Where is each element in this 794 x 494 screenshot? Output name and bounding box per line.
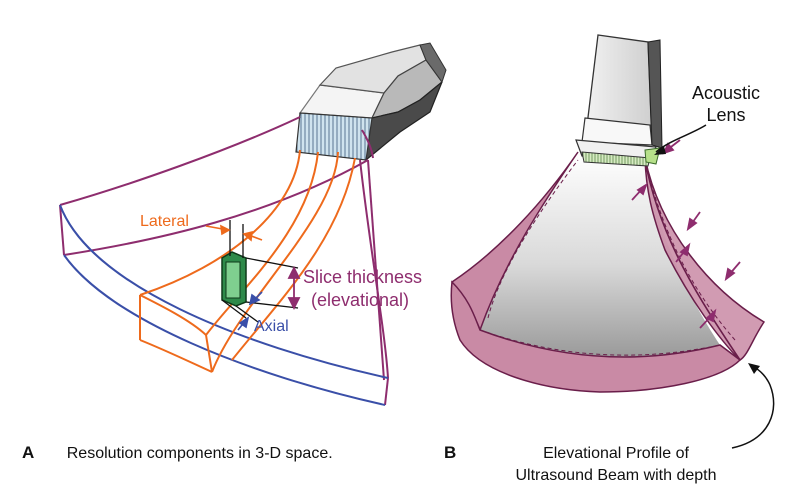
lateral-arrow (205, 224, 263, 242)
elevational-profile-leader (731, 365, 775, 449)
panel-b-letter-wrap: B (444, 443, 456, 463)
acoustic-lens-label-line1: Acoustic (692, 83, 760, 103)
beam-edge-front (644, 159, 741, 361)
transducer-probe-b (575, 34, 663, 167)
axial-arrow (237, 291, 263, 331)
panel-a-diagram: Lateral Axial Slice thickness (elevation… (59, 42, 447, 406)
elevational-label: (elevational) (311, 290, 409, 310)
panel-a-caption: A Resolution components in 3-D space. (22, 443, 333, 463)
slice-thickness-label: Slice thickness (303, 267, 422, 287)
panel-b-letter: B (444, 443, 457, 462)
acoustic-lens-leader (655, 124, 707, 153)
dimension-lines (221, 220, 299, 323)
axial-label: Axial (254, 318, 289, 335)
beam-hidden-edges (479, 159, 736, 356)
resolution-voxel (221, 251, 247, 307)
panel-b-caption-line2: Ultrasound Beam with depth (515, 467, 717, 484)
acoustic-lens-arrowhead (654, 146, 666, 155)
axial-depth-arc (59, 204, 389, 406)
elevational-arrows (631, 139, 741, 329)
elevational-profile-arrowhead (748, 363, 760, 374)
acoustic-lens-label-line2: Lens (706, 105, 745, 125)
panel-a-letter: A (22, 443, 35, 462)
beam-fan (480, 152, 720, 357)
panel-b-caption-line1: Elevational Profile of (543, 445, 689, 462)
slice-thickness-arrow (287, 265, 301, 311)
panel-b-diagram: Acoustic Lens (450, 34, 775, 449)
panel-a-caption-text: Resolution components in 3-D space. (66, 445, 333, 462)
lateral-label: Lateral (140, 213, 189, 230)
transducer-probe-a (295, 42, 447, 162)
panel-b-caption: Elevational Profile of Ultrasound Beam w… (486, 443, 746, 487)
